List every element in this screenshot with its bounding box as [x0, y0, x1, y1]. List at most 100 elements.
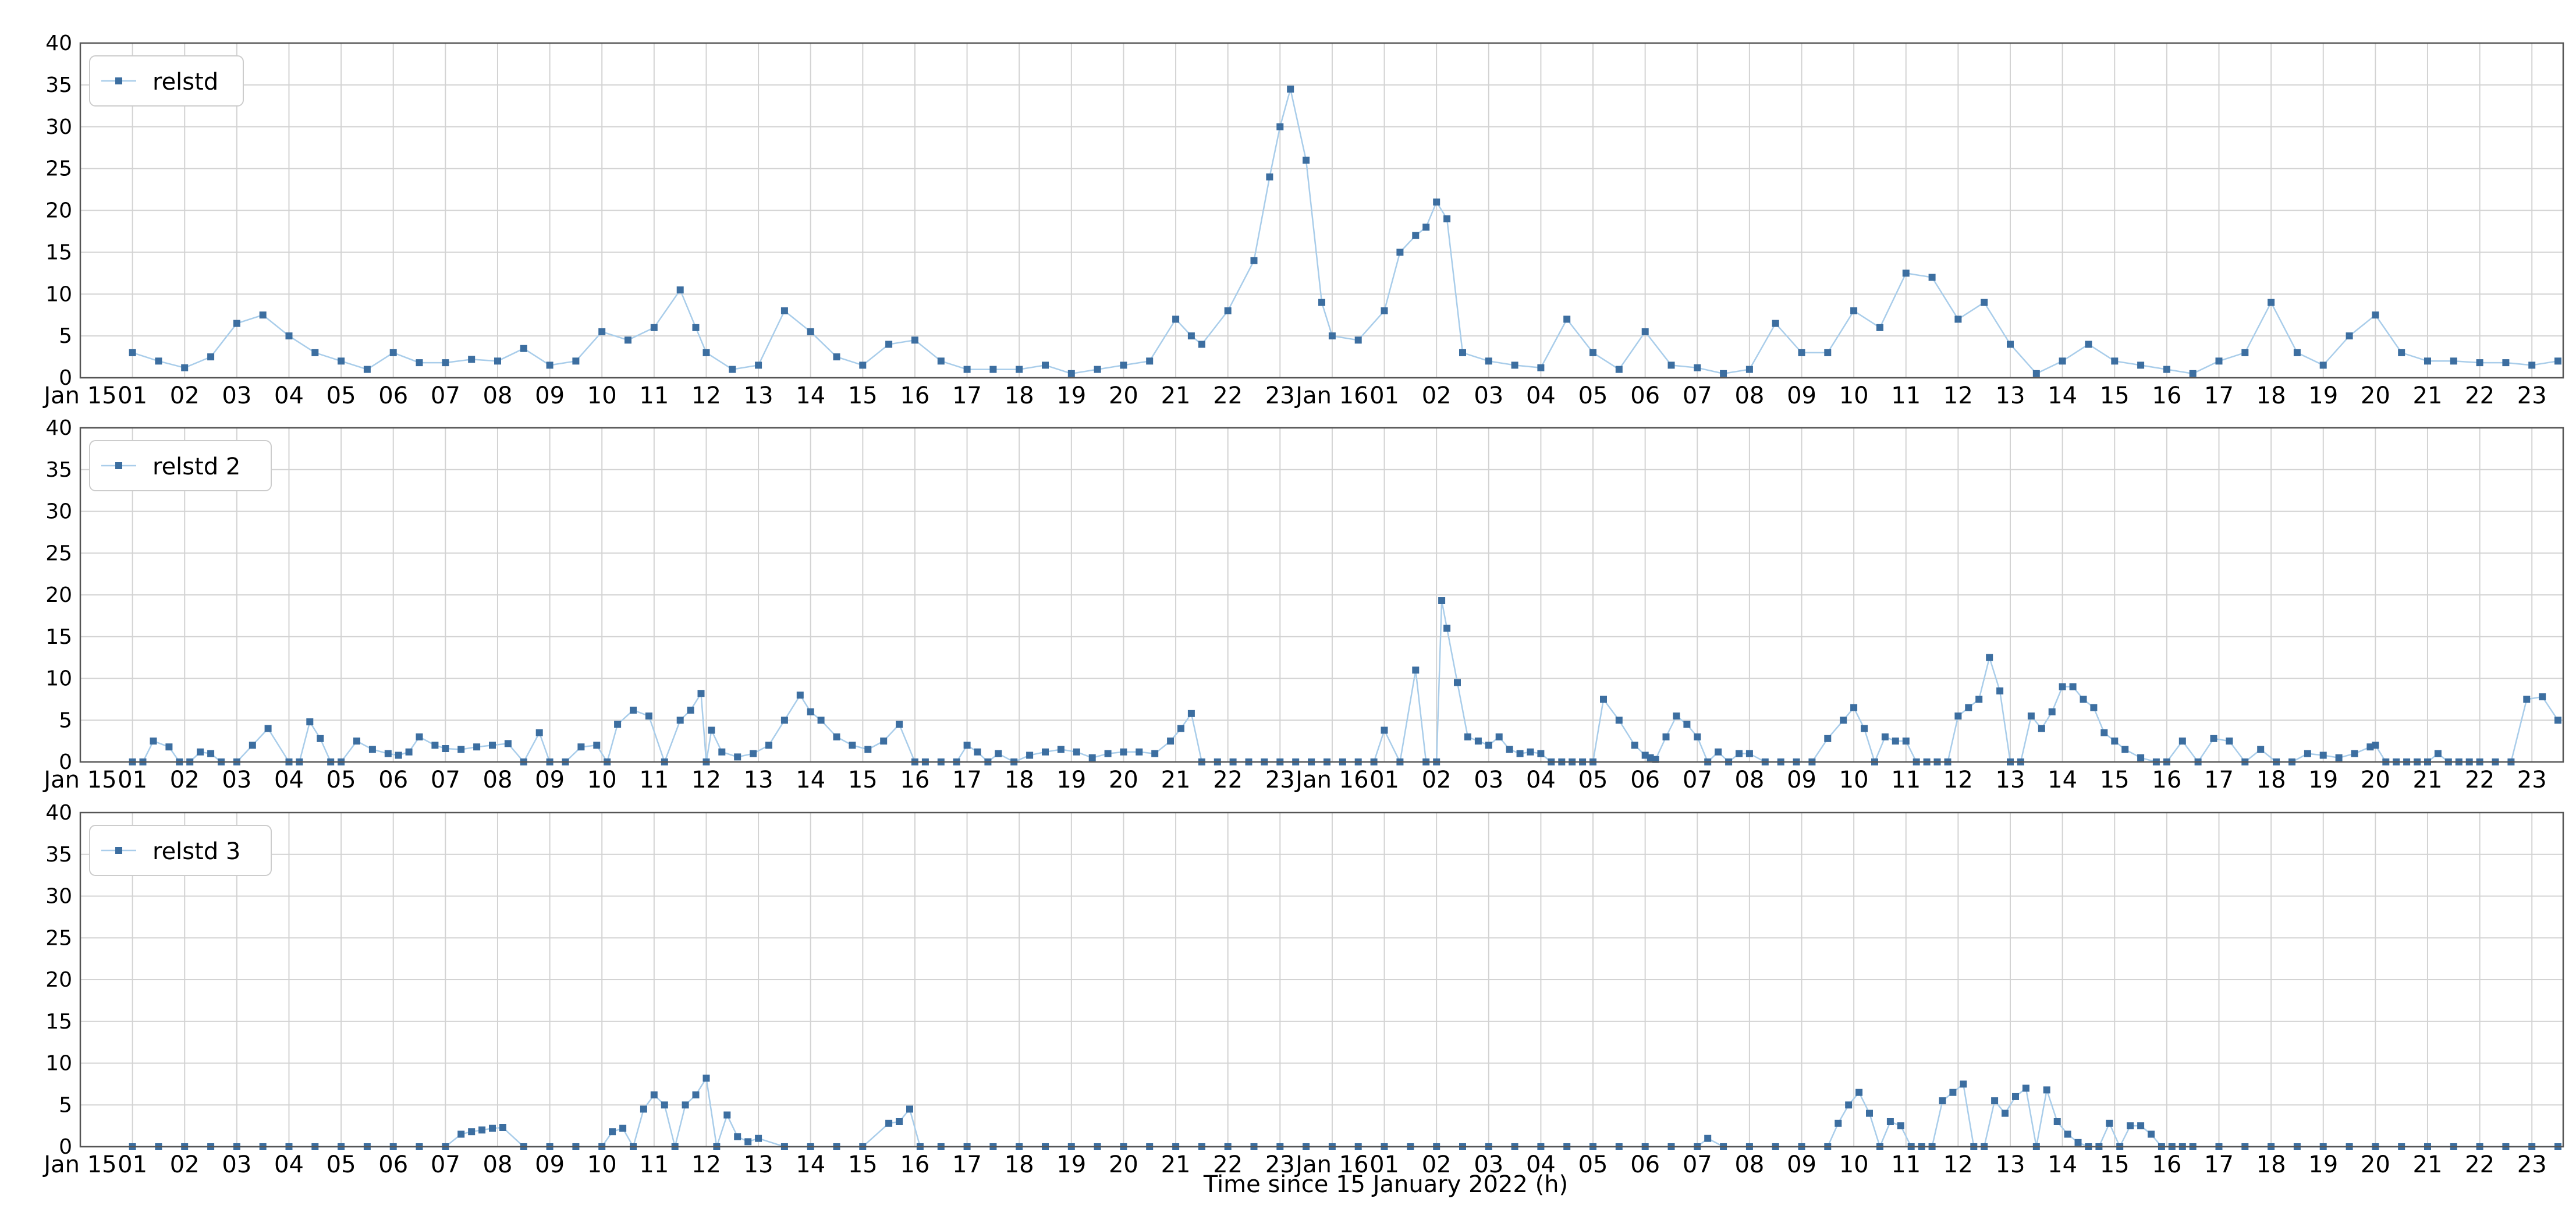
- legend-label: relstd: [152, 69, 218, 95]
- x-tick-label: Jan 15: [42, 382, 116, 409]
- data-point: [2215, 357, 2223, 365]
- x-tick-label: 05: [327, 767, 356, 793]
- x-tick-label: 01: [118, 382, 147, 409]
- x-tick-label: 13: [744, 382, 773, 409]
- data-point: [1881, 733, 1889, 740]
- data-point: [2450, 357, 2457, 365]
- x-tick-label: 17: [2204, 382, 2234, 409]
- data-point: [2434, 750, 2442, 757]
- data-point: [2178, 738, 2186, 745]
- data-point: [442, 745, 449, 752]
- data-point: [181, 364, 189, 371]
- x-tick-label: 02: [170, 1151, 200, 1178]
- x-tick-label: 21: [1161, 767, 1191, 793]
- x-tick-label: 04: [1526, 1151, 1556, 1178]
- x-tick-label: 15: [2100, 1151, 2130, 1178]
- data-point: [1928, 274, 1936, 281]
- data-point: [896, 1118, 903, 1125]
- data-point: [2554, 717, 2561, 724]
- x-tick-label: 09: [1787, 382, 1816, 409]
- x-tick-label: 22: [1213, 1151, 1243, 1178]
- x-tick-label: 16: [900, 1151, 929, 1178]
- x-tick-label: 01: [1369, 382, 1399, 409]
- data-point: [729, 366, 736, 373]
- data-point: [1328, 332, 1336, 340]
- data-point: [1172, 315, 1180, 323]
- data-point: [285, 332, 293, 340]
- x-tick-label: 15: [2100, 767, 2130, 793]
- series-relstd: [129, 86, 2561, 377]
- data-point: [416, 733, 423, 740]
- y-tick-label: 15: [45, 240, 72, 264]
- x-tick-label: 08: [1734, 1151, 1764, 1178]
- x-tick-label: 12: [1943, 382, 1973, 409]
- data-point: [885, 341, 893, 348]
- data-point: [2148, 1130, 2155, 1138]
- x-tick-label: 01: [1369, 767, 1399, 793]
- data-point: [744, 1138, 752, 1146]
- y-tick-label: 35: [45, 73, 72, 97]
- x-tick-label: 16: [900, 767, 929, 793]
- data-point: [687, 707, 694, 714]
- x-tick-label: 02: [1422, 382, 1452, 409]
- data-point: [2043, 1086, 2050, 1094]
- data-point: [817, 717, 825, 724]
- data-point: [1042, 748, 1049, 756]
- legend: relstd: [89, 55, 244, 107]
- data-point: [2069, 683, 2077, 690]
- data-point: [755, 361, 762, 369]
- data-point: [520, 345, 527, 352]
- data-point: [1104, 750, 1112, 757]
- data-point: [2293, 349, 2301, 356]
- y-tick-label: 35: [45, 458, 72, 482]
- data-point: [1845, 1101, 1853, 1109]
- x-tick-label: 09: [535, 1151, 565, 1178]
- data-point: [2304, 750, 2311, 757]
- data-point: [1600, 696, 1607, 703]
- x-tick-label: 13: [1996, 382, 2025, 409]
- data-point: [625, 336, 631, 344]
- data-point: [1459, 349, 1466, 356]
- x-tick-label: 16: [2152, 382, 2181, 409]
- data-point: [1954, 315, 1962, 323]
- legend-box: [89, 55, 244, 107]
- x-tick-label: 07: [431, 1151, 460, 1178]
- x-tick-label: 02: [170, 382, 200, 409]
- data-point: [1464, 733, 1471, 740]
- legend-box: [89, 440, 272, 491]
- y-tick-label: 40: [45, 416, 72, 440]
- data-point: [906, 1105, 913, 1113]
- x-tick-label: 14: [2048, 767, 2077, 793]
- x-tick-label: 09: [1787, 767, 1816, 793]
- data-point: [1485, 357, 1492, 365]
- x-tick-label: 06: [378, 1151, 408, 1178]
- data-point: [963, 742, 971, 749]
- x-tick-label: 03: [1474, 767, 1503, 793]
- x-tick-label: 23: [2517, 767, 2547, 793]
- data-point: [880, 738, 888, 745]
- data-point: [676, 717, 684, 724]
- x-tick-label: 03: [222, 767, 251, 793]
- data-point: [1991, 1097, 1999, 1105]
- data-point: [1412, 232, 1420, 239]
- data-point: [1224, 307, 1232, 314]
- data-point: [2127, 1122, 2134, 1130]
- data-point: [1042, 361, 1049, 369]
- data-point: [2137, 1122, 2145, 1130]
- data-point: [2074, 1139, 2082, 1146]
- data-point: [1631, 742, 1638, 749]
- y-tick-label: 20: [45, 199, 72, 223]
- data-point: [1720, 370, 1727, 377]
- data-point: [1120, 361, 1127, 369]
- y-tick-label: 15: [45, 625, 72, 649]
- data-point: [1981, 299, 1988, 306]
- y-tick-label: 25: [45, 926, 72, 950]
- data-point: [1057, 746, 1065, 753]
- y-tick-label: 10: [45, 1052, 72, 1076]
- data-point: [353, 738, 360, 745]
- data-point: [2048, 708, 2056, 715]
- data-point: [1067, 370, 1075, 377]
- data-point: [2137, 754, 2145, 761]
- data-point: [1276, 123, 1284, 130]
- data-point: [609, 1128, 616, 1136]
